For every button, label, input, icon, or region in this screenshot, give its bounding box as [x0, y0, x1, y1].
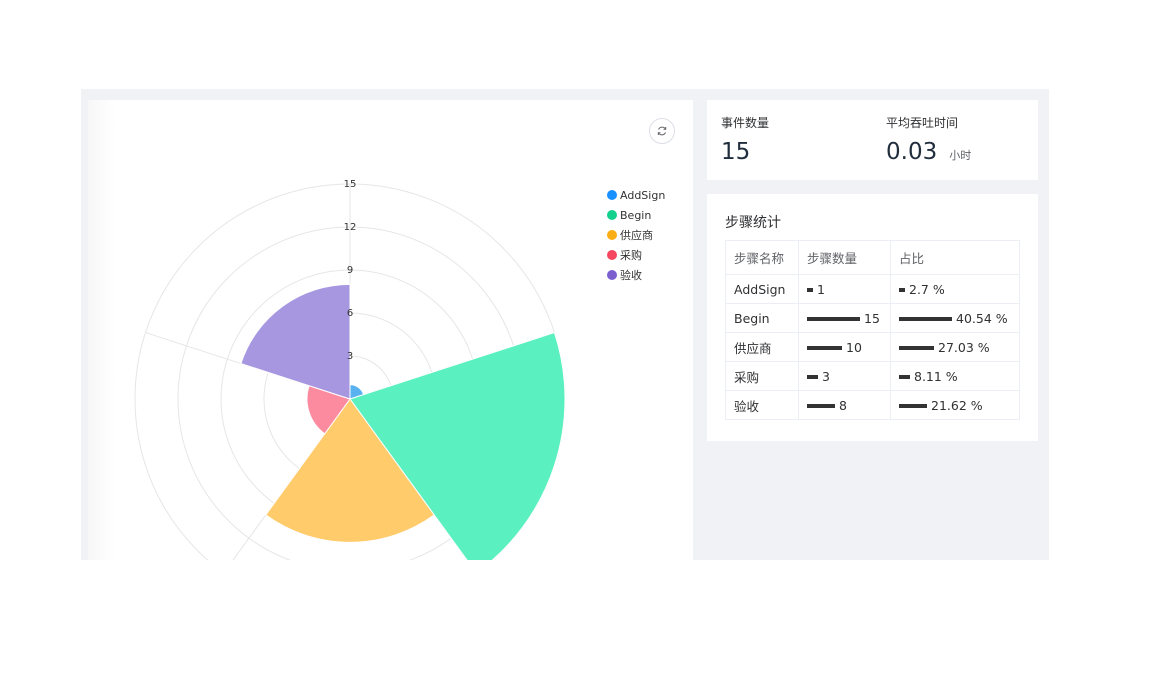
step-count-value: 8	[839, 397, 847, 413]
radial-tick-label: 3	[347, 351, 353, 362]
step-count: 1	[798, 274, 891, 304]
step-count: 3	[798, 361, 891, 391]
radial-tick-label: 12	[344, 222, 357, 233]
chart-sectors	[240, 283, 566, 560]
legend-label: 验收	[620, 268, 642, 282]
header-ratio: 占比	[890, 240, 1020, 275]
step-ratio-value: 40.54 %	[956, 310, 1008, 326]
ratio-bar	[899, 346, 934, 350]
step-ratio-value: 2.7 %	[909, 281, 945, 297]
radial-ticks: 3 6 9 12 15	[344, 179, 357, 362]
step-count-value: 1	[817, 281, 825, 297]
count-bar	[807, 346, 842, 350]
card-left-shade	[88, 100, 116, 560]
sector-2	[265, 398, 435, 543]
sector-1	[349, 331, 566, 560]
count-bar	[807, 375, 818, 379]
polar-chart-card: 3 6 9 12 15 AddSign Begin 供应商采购验收	[88, 100, 693, 560]
ratio-bar	[899, 375, 910, 379]
step-ratio-value: 8.11 %	[914, 368, 958, 384]
legend-marker	[607, 250, 617, 260]
ratio-bar	[899, 317, 952, 321]
avg-throughput-value: 0.03	[886, 139, 938, 165]
table-row: AddSign 1 2.7 %	[725, 274, 1020, 304]
count-bar	[807, 288, 813, 292]
radial-tick-label: 9	[347, 265, 353, 276]
table-row: 采购 3 8.11 %	[725, 361, 1020, 391]
event-count-stat: 事件数量 15	[721, 114, 769, 165]
step-name: AddSign	[725, 274, 799, 304]
legend-label: Begin	[620, 209, 651, 222]
step-stats-table: 步骤名称 步骤数量 占比 AddSign 1 2.7 % Begin 15 40.54 %…	[725, 240, 1020, 420]
refresh-icon	[657, 126, 667, 136]
avg-throughput-label: 平均吞吐时间	[886, 116, 959, 130]
step-ratio-value: 21.62 %	[931, 397, 983, 413]
step-ratio: 40.54 %	[890, 303, 1020, 333]
step-stats-card: 步骤统计 步骤名称 步骤数量 占比 AddSign 1 2.7 % Begin 15 40…	[707, 194, 1038, 441]
stats-card: 事件数量 15 平均吞吐时间 0.03 小时	[707, 100, 1038, 180]
count-bar	[807, 317, 860, 321]
ratio-bar	[899, 404, 927, 408]
legend-label: AddSign	[620, 189, 665, 202]
event-count-label: 事件数量	[721, 116, 770, 130]
table-header-row: 步骤名称 步骤数量 占比	[725, 240, 1020, 275]
step-count-value: 3	[822, 368, 830, 384]
legend-marker	[607, 270, 617, 280]
step-count: 8	[798, 390, 891, 420]
sector-4	[240, 283, 351, 400]
legend-marker	[607, 230, 617, 240]
avg-throughput-unit: 小时	[949, 149, 972, 162]
ratio-bar	[899, 288, 905, 292]
step-count-value: 10	[846, 339, 862, 355]
header-step-name: 步骤名称	[725, 240, 799, 275]
step-name: 供应商	[725, 332, 799, 362]
step-name: 验收	[725, 390, 799, 420]
legend-marker	[607, 190, 617, 200]
table-row: 供应商 10 27.03 %	[725, 332, 1020, 362]
event-count-value: 15	[721, 139, 751, 165]
step-name: 采购	[725, 361, 799, 391]
table-row: Begin 15 40.54 %	[725, 303, 1020, 333]
step-ratio: 27.03 %	[890, 332, 1020, 362]
refresh-button[interactable]	[649, 118, 675, 144]
legend-label: 采购	[620, 248, 642, 262]
count-bar	[807, 404, 835, 408]
step-ratio: 21.62 %	[890, 390, 1020, 420]
radial-tick-label: 6	[347, 308, 353, 319]
step-name: Begin	[725, 303, 799, 333]
step-ratio-value: 27.03 %	[938, 339, 990, 355]
step-ratio: 2.7 %	[890, 274, 1020, 304]
step-ratio: 8.11 %	[890, 361, 1020, 391]
step-count: 10	[798, 332, 891, 362]
step-stats-title: 步骤统计	[725, 215, 781, 231]
step-count: 15	[798, 303, 891, 333]
sector-3	[306, 385, 351, 435]
app-background: 3 6 9 12 15 AddSign Begin 供应商 采购 验收 事件数量 15 平均吞吐…	[81, 89, 1049, 560]
header-step-count: 步骤数量	[798, 240, 891, 275]
step-count-value: 15	[864, 310, 880, 326]
avg-throughput-value-row: 0.03 小时	[886, 139, 971, 165]
radial-tick-label: 15	[344, 179, 357, 190]
legend-marker	[607, 210, 617, 220]
legend-label: 供应商	[620, 228, 653, 242]
table-row: 验收 8 21.62 %	[725, 390, 1020, 420]
avg-throughput-stat: 平均吞吐时间 0.03 小时	[886, 114, 971, 165]
